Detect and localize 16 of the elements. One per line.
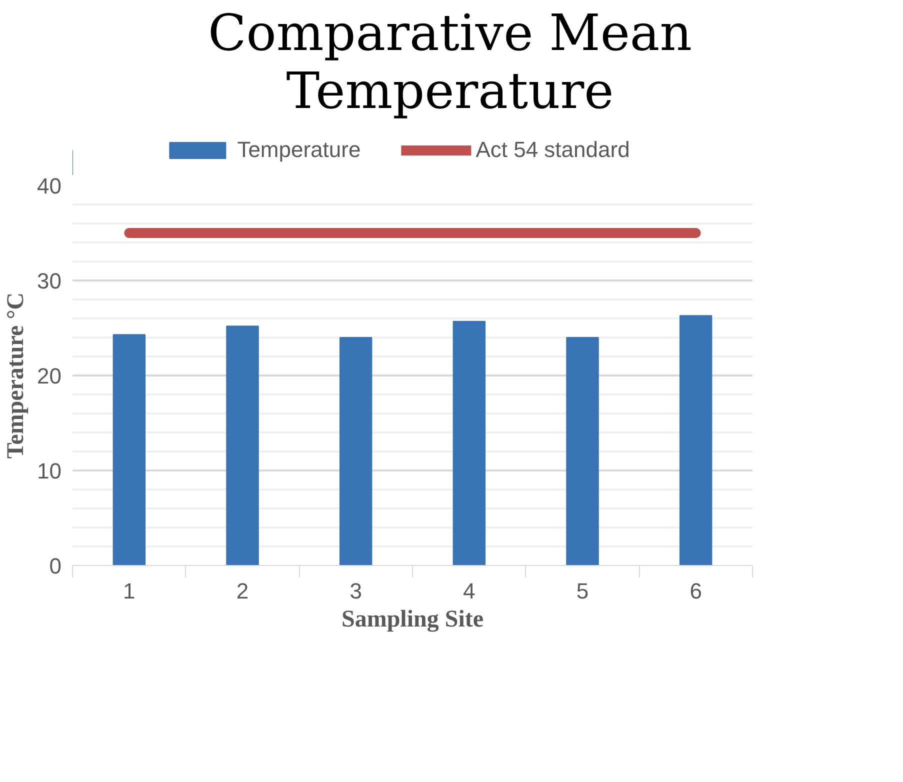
chart-title: Comparative Mean Temperature — [207, 4, 693, 120]
x-tick-label: 6 — [690, 578, 702, 604]
x-tick-label: 2 — [236, 578, 249, 604]
x-axis-title: Sampling Site — [341, 606, 484, 632]
x-tick-label: 5 — [576, 578, 589, 604]
y-tick-label: 0 — [49, 554, 62, 578]
x-tick-label: 4 — [463, 578, 476, 604]
y-tick-label: 40 — [37, 174, 62, 198]
y-tick-label: 30 — [37, 268, 62, 294]
legend-label: Act 54 standard — [476, 137, 630, 163]
y-axis-title: Temperature °C — [3, 292, 30, 459]
y-tick-label: 20 — [37, 364, 62, 388]
x-tick-label: 1 — [123, 578, 136, 604]
y-tick-label: 10 — [37, 458, 62, 484]
legend-label: Temperature — [237, 137, 361, 163]
x-tick-label: 3 — [350, 578, 362, 604]
